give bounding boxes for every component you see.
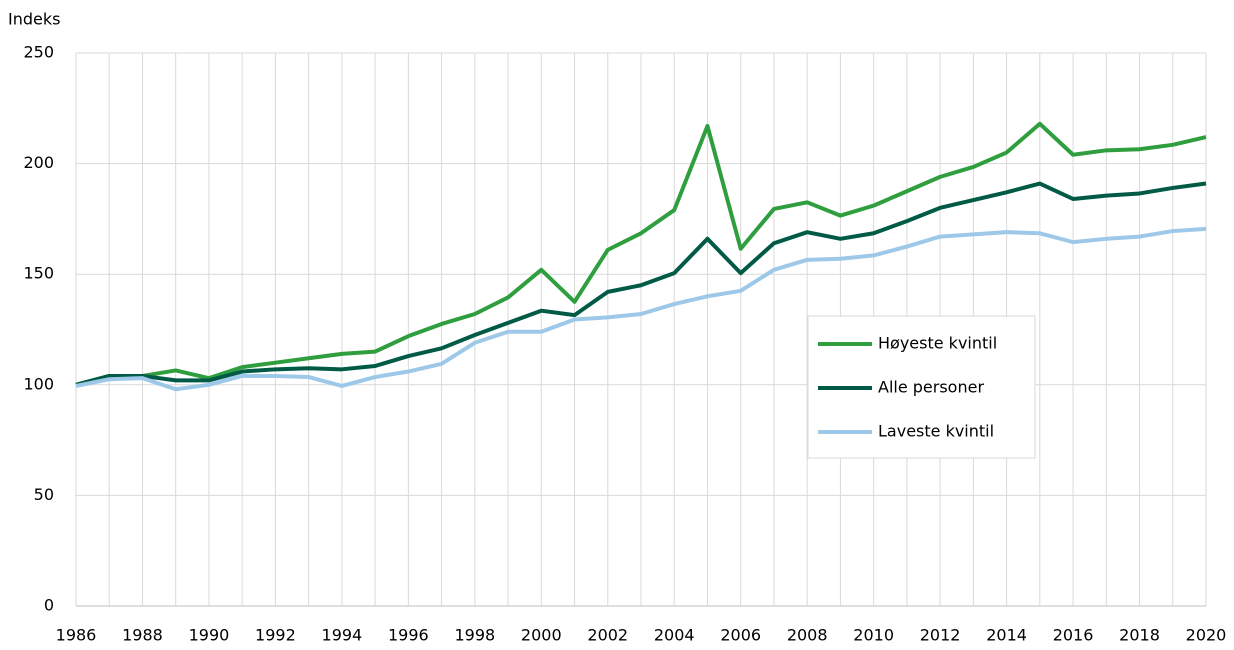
x-tick-label: 1998	[454, 626, 495, 645]
x-tick-label: 2018	[1119, 626, 1160, 645]
legend-label: Alle personer	[878, 378, 984, 397]
x-tick-label: 2010	[853, 626, 894, 645]
legend-label: Høyeste kvintil	[878, 334, 997, 353]
x-tick-label: 2006	[720, 626, 761, 645]
x-tick-label: 2020	[1186, 626, 1227, 645]
y-axis-label: Indeks	[8, 10, 60, 29]
y-tick-label: 200	[23, 153, 54, 172]
x-tick-label: 1996	[388, 626, 429, 645]
x-tick-label: 1988	[122, 626, 163, 645]
x-tick-label: 1994	[322, 626, 363, 645]
x-tick-label: 2014	[986, 626, 1027, 645]
x-tick-label: 2016	[1053, 626, 1094, 645]
x-tick-label: 2008	[787, 626, 828, 645]
line-series	[75, 226, 1207, 392]
x-tick-label: 2012	[920, 626, 961, 645]
y-tick-label: 150	[23, 264, 54, 283]
x-tick-label: 1992	[255, 626, 296, 645]
y-tick-label: 100	[23, 374, 54, 393]
line-series	[75, 121, 1207, 387]
x-tick-label: 2004	[654, 626, 695, 645]
x-tick-label: 2002	[587, 626, 628, 645]
x-tick-label: 2000	[521, 626, 562, 645]
line-series	[75, 181, 1207, 387]
legend-label: Laveste kvintil	[878, 422, 994, 441]
y-tick-label: 50	[34, 485, 54, 504]
x-tick-label: 1990	[189, 626, 230, 645]
x-tick-label: 1986	[56, 626, 97, 645]
y-tick-label: 250	[23, 43, 54, 62]
y-tick-label: 0	[44, 596, 54, 615]
